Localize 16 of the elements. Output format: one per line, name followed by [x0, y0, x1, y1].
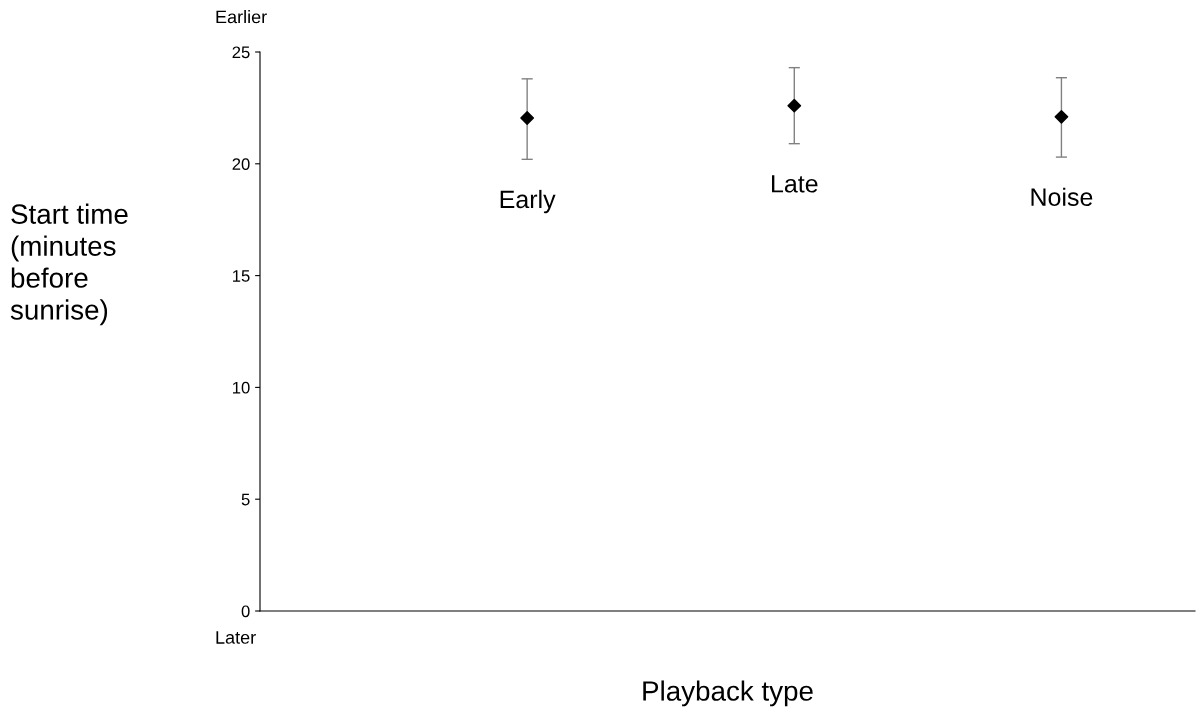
y-tick-label: 10	[233, 381, 250, 394]
point	[520, 111, 535, 125]
point	[1054, 109, 1069, 124]
x-tick-label: Noise	[1031, 187, 1093, 207]
y-axis-title: Start time (minutes before sunrise)	[10, 203, 128, 326]
y-tick-label: 15	[233, 270, 250, 282]
y-tick-label: 5	[241, 493, 250, 506]
y-tick-label: 0	[241, 605, 250, 618]
text: Later	[216, 631, 256, 644]
x-tick-label: Early	[500, 189, 556, 214]
point	[787, 98, 802, 113]
text: Earlier	[216, 10, 267, 24]
y-tick-label: 20	[232, 158, 250, 170]
x-axis-title: Playback type	[643, 680, 813, 707]
x-tick-label: Late	[772, 175, 818, 193]
y-tick-label: 25	[232, 46, 250, 59]
